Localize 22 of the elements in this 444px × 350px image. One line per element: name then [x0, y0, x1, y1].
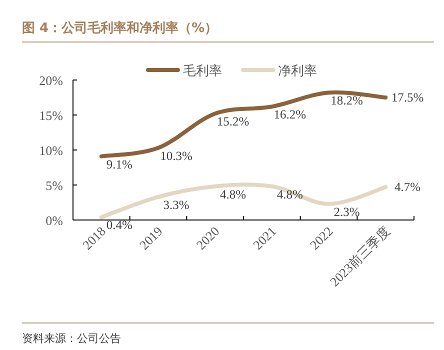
y-tick-label: 0%	[46, 213, 64, 228]
data-label: 3.3%	[163, 198, 190, 212]
data-label: 15.2%	[216, 114, 250, 129]
data-label: 2.3%	[334, 204, 360, 219]
data-label: 18.2%	[330, 94, 363, 108]
legend-label: 净利率	[278, 63, 317, 79]
line-series	[99, 90, 388, 158]
data-label: 0.4%	[106, 218, 132, 232]
data-label: 4.7%	[394, 180, 421, 194]
data-label: 17.5%	[391, 90, 424, 104]
y-tick-label: 15%	[39, 108, 64, 123]
data-label: 4.8%	[276, 187, 303, 202]
data-label: 10.3%	[160, 148, 192, 163]
data-label: 4.8%	[220, 187, 246, 202]
y-tick-label: 5%	[46, 178, 64, 193]
text: 资料来源：公司公告	[22, 332, 121, 345]
y-tick-label: 10%	[39, 143, 64, 158]
legend-label: 毛利率	[183, 63, 222, 79]
y-tick-label: 20%	[39, 73, 64, 88]
data-label: 9.1%	[106, 157, 132, 172]
chart-title: 图 4：公司毛利率和净利率（%）	[22, 20, 218, 36]
data-label: 16.2%	[274, 108, 306, 122]
